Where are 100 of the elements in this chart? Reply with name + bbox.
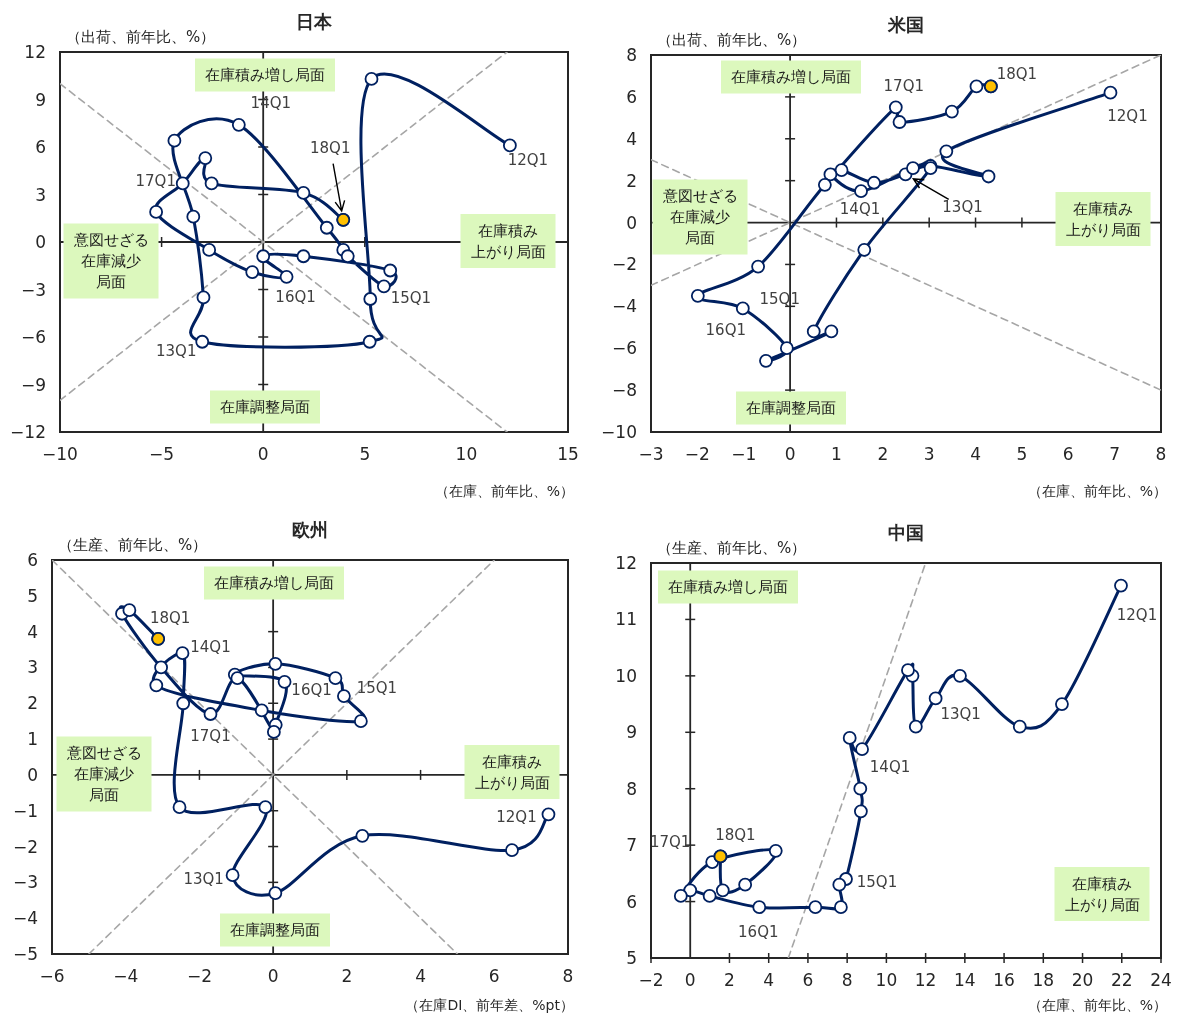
- annotation: 在庫積み増し局面: [214, 574, 334, 592]
- y-tick-label: 9: [626, 722, 637, 743]
- x-axis-title: （在庫DI、前年差、%pt）: [405, 997, 574, 1013]
- annotation: 意図せざる在庫減少局面: [661, 187, 738, 247]
- x-tick-label: 0: [267, 966, 279, 986]
- y-tick-label: −2: [12, 836, 38, 857]
- x-tick-label: 1: [831, 444, 842, 464]
- annotation: 16Q1: [705, 321, 747, 340]
- chart-title: 米国: [887, 14, 924, 35]
- x-tick-label: 0: [684, 970, 696, 990]
- x-axis-title: （在庫、前年比、%）: [434, 483, 574, 499]
- y-tick-label: −6: [611, 338, 637, 359]
- y-tick-label: 9: [35, 89, 46, 110]
- y-tick-label: 12: [24, 42, 46, 62]
- y-tick-label: 11: [615, 609, 637, 630]
- x-tick-label: 3: [923, 444, 935, 464]
- annotation: 18Q1: [149, 608, 191, 627]
- y-tick-label: −10: [601, 422, 637, 442]
- annotation: 在庫積み上がり局面: [1065, 199, 1141, 239]
- annotation: 14Q1: [869, 758, 911, 777]
- annotation: 18Q1: [715, 826, 756, 845]
- y-tick-label: 6: [626, 86, 637, 107]
- chart-title: 中国: [888, 522, 924, 543]
- x-tick-label: 5: [359, 444, 371, 464]
- y-tick-label: −3: [20, 279, 46, 300]
- annotation: 在庫調整局面: [220, 398, 310, 416]
- y-tick-label: 6: [35, 137, 46, 157]
- y-tick-label: 7: [626, 835, 637, 856]
- y-tick-label: 4: [27, 621, 38, 642]
- x-tick-label: 6: [488, 966, 500, 986]
- y-tick-label: 3: [35, 184, 46, 205]
- x-tick-label: 0: [257, 444, 269, 464]
- annotation: 在庫積み増し局面: [731, 68, 851, 86]
- x-tick-label: 6: [802, 970, 814, 990]
- x-tick-label: −2: [186, 966, 212, 986]
- y-tick-label: 0: [27, 764, 38, 785]
- annotation: 在庫調整局面: [230, 921, 320, 939]
- y-axis-title: （生産、前年比、%）: [58, 536, 208, 554]
- x-tick-label: 6: [1062, 444, 1074, 464]
- annotation: 意図せざる在庫減少局面: [65, 744, 142, 804]
- y-tick-label: 6: [626, 891, 637, 912]
- annotation: 17Q1: [190, 727, 231, 746]
- x-tick-label: 14: [954, 970, 976, 990]
- x-tick-label: −1: [731, 444, 757, 464]
- y-tick-label: 6: [27, 550, 38, 570]
- y-tick-label: 0: [35, 232, 46, 252]
- y-axis-title: （出荷、前年比、%）: [66, 28, 216, 46]
- x-tick-label: 4: [763, 970, 775, 990]
- y-tick-label: 10: [615, 665, 637, 686]
- y-tick-label: −6: [20, 327, 46, 347]
- annotation: 15Q1: [856, 873, 898, 891]
- y-tick-label: −8: [611, 380, 637, 401]
- annotation: 17Q1: [883, 77, 925, 96]
- y-tick-label: −5: [12, 944, 38, 964]
- x-tick-label: −5: [149, 444, 175, 464]
- y-tick-label: 5: [27, 585, 38, 606]
- y-tick-label: 5: [626, 948, 637, 968]
- annotation: 在庫積み増し局面: [205, 66, 325, 84]
- x-tick-label: 0: [784, 444, 796, 464]
- x-axis-title: （在庫、前年比、%）: [1027, 483, 1167, 499]
- annotation: 16Q1: [291, 680, 332, 699]
- x-tick-label: 2: [724, 970, 735, 990]
- x-tick-label: 8: [562, 966, 574, 986]
- annotation: 14Q1: [839, 200, 881, 219]
- chart-title: 欧州: [292, 519, 328, 540]
- annotation: 18Q1: [996, 65, 1038, 84]
- y-tick-label: 4: [626, 128, 637, 149]
- annotation: 在庫積み上がり局面: [1064, 874, 1140, 914]
- x-tick-label: 22: [1110, 970, 1133, 990]
- annotation: 12Q1: [1107, 106, 1148, 125]
- x-tick-label: −2: [684, 444, 710, 464]
- y-axis-title: （出荷、前年比、%）: [657, 31, 807, 49]
- y-tick-label: −2: [611, 254, 637, 275]
- annotation: 15Q1: [356, 679, 398, 698]
- y-axis-title: （生産、前年比、%）: [657, 539, 807, 557]
- y-tick-label: 2: [626, 170, 637, 191]
- annotation: 12Q1: [1116, 605, 1158, 624]
- y-tick-label: 1: [27, 729, 38, 750]
- x-tick-label: 7: [1109, 444, 1121, 464]
- annotation: 意図せざる在庫減少局面: [72, 231, 149, 291]
- x-axis-title: （在庫、前年比、%）: [1027, 997, 1167, 1013]
- y-tick-label: −12: [10, 422, 46, 442]
- annotation: 在庫積み上がり局面: [474, 752, 550, 792]
- y-tick-label: −4: [611, 296, 637, 317]
- annotation: 18Q1: [310, 138, 351, 157]
- x-tick-label: 10: [455, 444, 478, 464]
- annotation: 17Q1: [135, 172, 176, 191]
- annotation: 14Q1: [190, 638, 231, 657]
- annotation: 13Q1: [156, 341, 197, 360]
- y-tick-label: −3: [12, 872, 38, 893]
- annotation: 16Q1: [275, 287, 316, 306]
- x-tick-label: 18: [1032, 970, 1055, 990]
- y-tick-label: 0: [626, 212, 637, 233]
- y-tick-label: 8: [626, 778, 637, 799]
- annotation: 13Q1: [183, 870, 224, 889]
- annotation: 在庫調整局面: [746, 399, 836, 417]
- x-tick-label: 10: [875, 970, 898, 990]
- y-tick-label: −1: [12, 800, 38, 821]
- x-tick-label: 2: [877, 444, 889, 464]
- x-tick-label: 16: [993, 970, 1015, 990]
